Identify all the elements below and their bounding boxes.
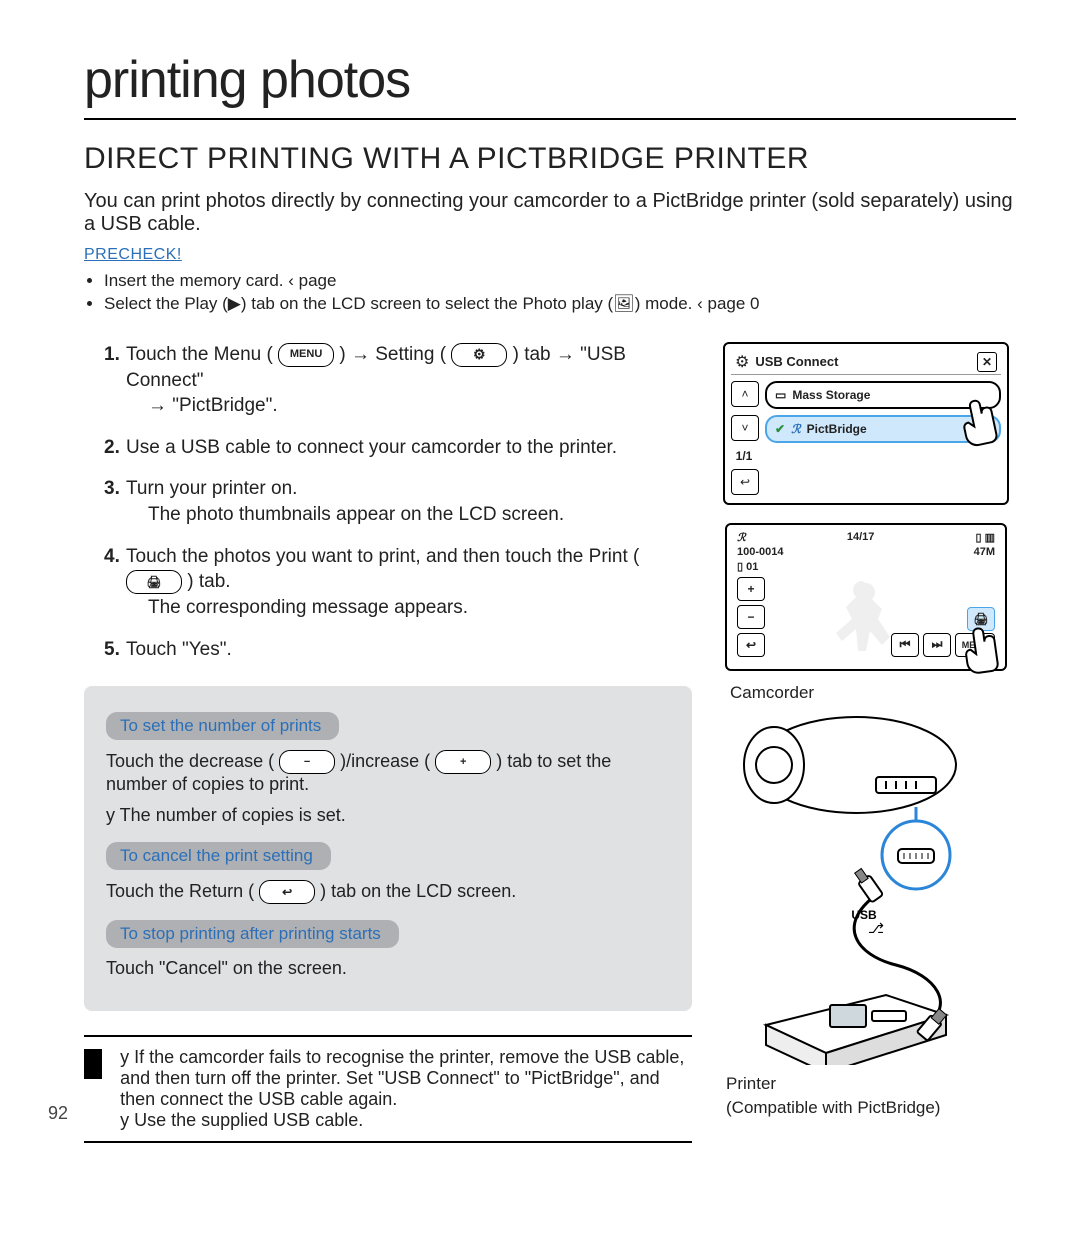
precheck-list: Insert the memory card. ‹ page Select th… (84, 270, 1016, 316)
pointing-hand-icon (947, 614, 1020, 691)
lcd-usb-connect-screen: ⚙ USB Connect ✕ ˄ ▭ Mass Storage ˅ (723, 342, 1009, 505)
pictbridge-status-icon: ℛ (737, 531, 746, 544)
gear-icon (451, 343, 507, 367)
step-text: The photo thumbnails appear on the LCD s… (126, 502, 692, 528)
counter-text: 14/17 (847, 531, 875, 544)
step-text: ) tab. (187, 571, 230, 592)
option-label: Mass Storage (792, 388, 870, 402)
menu-icon: MENU (278, 343, 334, 367)
infobox-text: Touch "Cancel" on the screen. (106, 958, 670, 979)
pictbridge-icon: ℛ (791, 422, 801, 436)
precheck-label: PRECHECK! (84, 246, 1016, 264)
infobox-text: Touch the Return ( ) tab on the LCD scre… (106, 880, 670, 904)
step-text: Touch the Menu ( (126, 344, 273, 365)
step-2: Use a USB cable to connect your camcorde… (104, 435, 692, 461)
step-5: Touch "Yes". (104, 637, 692, 663)
infobox-frag: )/increase ( (340, 751, 430, 771)
steps-list: Touch the Menu ( MENU ) → Setting ( ) ta… (84, 342, 692, 662)
prev-button[interactable]: ⏮ (891, 633, 919, 657)
file-text: 100-0014 (737, 546, 784, 558)
back-button[interactable]: ↩ (737, 633, 765, 657)
lead-paragraph: You can print photos directly by connect… (84, 190, 1016, 236)
infobox-text: Touch the decrease ( )/increase ( ) tab … (106, 750, 670, 795)
step-text: → "PictBridge". (126, 393, 692, 419)
back-button[interactable]: ↩ (731, 469, 759, 495)
step-4: Touch the photos you want to print, and … (104, 544, 692, 621)
infobox-heading-prints: To set the number of prints (106, 712, 339, 740)
step-text: ) → Setting ( (339, 344, 446, 365)
infobox-text: y The number of copies is set. (106, 805, 670, 826)
plus-icon (435, 750, 491, 774)
page-title: printing photos (84, 50, 1016, 120)
connection-diagram: Camcorder (726, 683, 1006, 1118)
print-icon (126, 570, 182, 594)
page-number: 92 (48, 1103, 68, 1124)
step-text: Turn your printer on. (126, 478, 297, 499)
next-button[interactable]: ⏭ (923, 633, 951, 657)
note-badge-icon (84, 1049, 102, 1079)
check-icon: ✔ (775, 422, 785, 436)
step-3: Turn your printer on. The photo thumbnai… (104, 476, 692, 527)
decrease-button[interactable]: − (737, 605, 765, 629)
copies-value: 01 (746, 561, 758, 573)
screen-title: USB Connect (755, 354, 971, 369)
card-icon: ▯ (975, 532, 981, 544)
step-text: Touch the photos you want to print, and … (126, 546, 639, 567)
storage-icon: ▭ (775, 388, 786, 402)
increase-button[interactable]: + (737, 577, 765, 601)
minus-icon (279, 750, 335, 774)
svg-text:⎇: ⎇ (868, 920, 884, 936)
infobox-frag: ) tab on the LCD screen. (320, 881, 516, 901)
scroll-down-button[interactable]: ˅ (731, 415, 759, 441)
close-icon[interactable]: ✕ (977, 352, 997, 372)
precheck-item: Select the Play (▶) tab on the LCD scree… (104, 293, 1016, 316)
return-icon (259, 880, 315, 904)
section-heading: DIRECT PRINTING WITH A PICTBRIDGE PRINTE… (84, 142, 1016, 176)
battery-icon: ▥ (985, 532, 995, 544)
infobox-heading-stop: To stop printing after printing starts (106, 920, 399, 948)
printer-label: Printer (726, 1074, 1006, 1094)
infobox-frag: Touch the Return ( (106, 881, 254, 901)
info-box: To set the number of prints Touch the de… (84, 686, 692, 1011)
option-label: PictBridge (807, 422, 867, 436)
pointing-hand-icon (943, 384, 1020, 465)
note-line: y Use the supplied USB cable. (120, 1110, 692, 1131)
note-line: y If the camcorder fails to recognise th… (120, 1047, 692, 1110)
gear-icon: ⚙ (735, 352, 749, 372)
size-text: 47M (974, 546, 995, 558)
infobox-heading-cancel: To cancel the print setting (106, 842, 331, 870)
note-row: y If the camcorder fails to recognise th… (84, 1035, 692, 1143)
step-1: Touch the Menu ( MENU ) → Setting ( ) ta… (104, 342, 692, 419)
pager-text: 1/1 (731, 449, 757, 463)
precheck-item: Insert the memory card. ‹ page (104, 270, 1016, 293)
lcd-photo-preview-screen: ℛ 14/17 ▯ ▥ 100-0014 47M ▯ 01 (725, 523, 1007, 671)
infobox-frag: Touch the decrease ( (106, 751, 274, 771)
copies-icon: ▯ (737, 561, 743, 573)
printer-caption: (Compatible with PictBridge) (726, 1098, 1006, 1118)
scroll-up-button[interactable]: ˄ (731, 381, 759, 407)
step-text: The corresponding message appears. (126, 595, 692, 621)
